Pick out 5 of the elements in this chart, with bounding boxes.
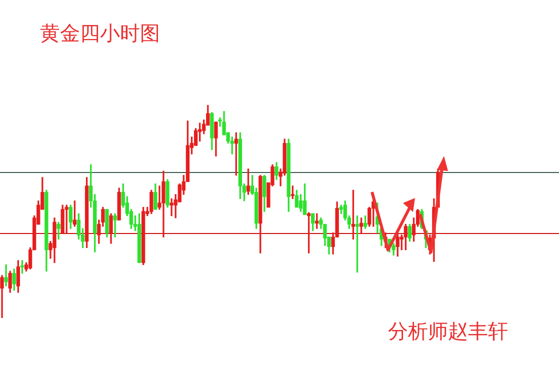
candlestick bbox=[4, 264, 8, 286]
candlestick bbox=[113, 213, 117, 238]
chart-title: 黄金四小时图 bbox=[40, 20, 160, 47]
text: 分析师赵丰轩 bbox=[388, 318, 508, 345]
candlestick bbox=[170, 198, 174, 216]
